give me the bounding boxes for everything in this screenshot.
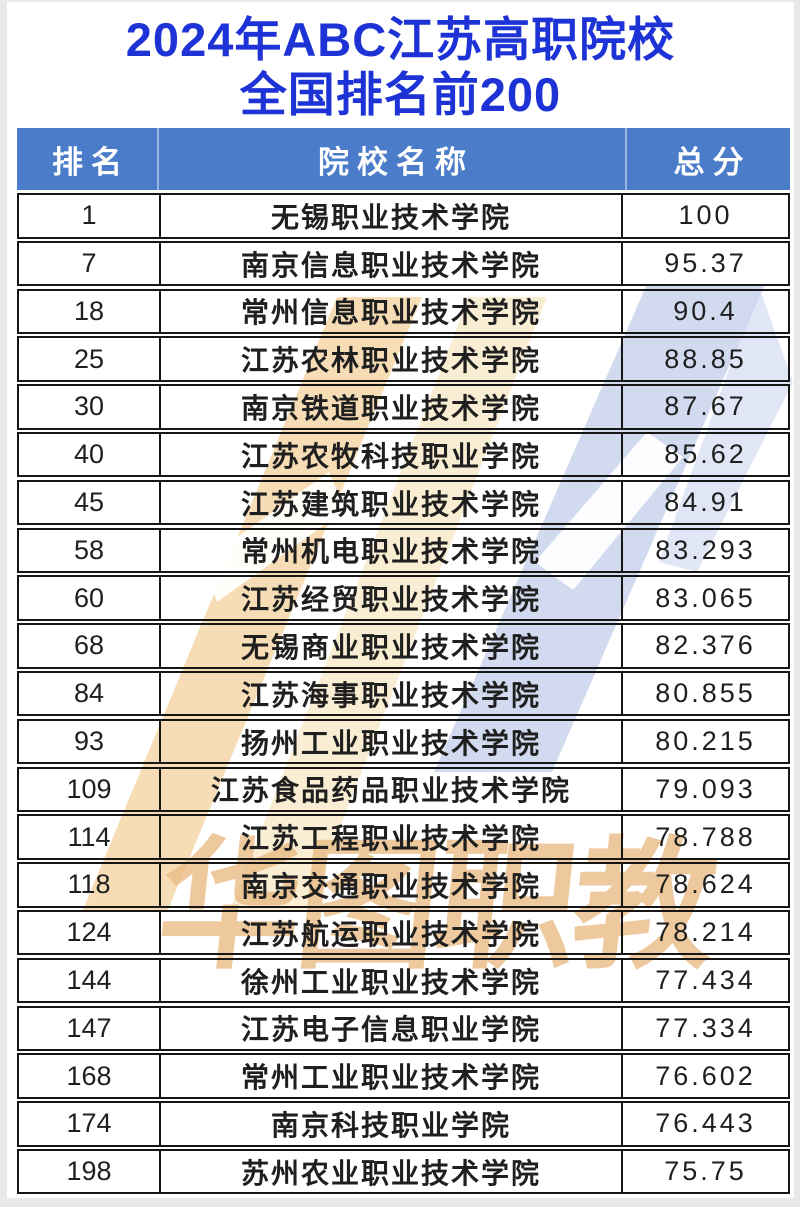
name-cell: 南京科技职业学院 <box>159 1103 623 1145</box>
table-row: 60 江苏经贸职业技术学院 83.065 <box>17 575 790 621</box>
name-cell: 江苏电子信息职业学院 <box>159 1007 623 1050</box>
rank-cell: 30 <box>73 391 105 422</box>
rank-cell: 45 <box>73 487 105 518</box>
name-cell: 扬州工业职业技术学院 <box>159 720 623 763</box>
table-header-row: 排名 院校名称 总分 <box>17 128 790 190</box>
table-row: 1 无锡职业技术学院 100 <box>17 193 790 239</box>
name-cell: 南京信息职业技术学院 <box>159 242 623 285</box>
name-cell: 常州工业职业技术学院 <box>159 1055 623 1097</box>
rank-cell: 7 <box>81 248 97 279</box>
rank-cell: 114 <box>67 821 111 852</box>
header-cell-rank: 排名 <box>52 144 130 180</box>
rank-cell: 144 <box>66 965 112 995</box>
rank-cell: 60 <box>73 582 105 613</box>
table-row: 40 江苏农牧科技职业学院 85.62 <box>17 431 790 478</box>
score-cell: 76.443 <box>655 1108 756 1139</box>
table-row: 198 苏州农业职业技术学院 75.75 <box>17 1148 790 1195</box>
score-cell: 82.376 <box>655 630 756 661</box>
score-cell: 95.37 <box>664 248 747 279</box>
name-cell: 江苏经贸职业技术学院 <box>159 577 623 619</box>
table-row: 84 江苏海事职业技术学院 80.855 <box>17 670 790 717</box>
name-cell: 无锡商业职业技术学院 <box>159 625 623 667</box>
page-title-line2: 全国排名前200 <box>239 68 562 122</box>
rank-cell: 93 <box>73 726 105 757</box>
score-cell: 100 <box>678 200 733 231</box>
rank-cell: 18 <box>73 295 105 326</box>
score-cell: 84.91 <box>664 487 747 518</box>
score-cell: 79.093 <box>655 773 756 804</box>
name-cell: 无锡职业技术学院 <box>159 195 623 237</box>
name-cell: 江苏食品药品职业技术学院 <box>159 768 623 811</box>
rank-cell: 40 <box>73 439 105 470</box>
table-row: 168 常州工业职业技术学院 76.602 <box>17 1053 790 1099</box>
name-cell: 江苏海事职业技术学院 <box>159 672 623 715</box>
name-cell: 江苏工程职业技术学院 <box>159 816 623 858</box>
rank-cell: 84 <box>73 678 105 709</box>
name-cell: 常州机电职业技术学院 <box>159 529 623 572</box>
table-row: 7 南京信息职业技术学院 95.37 <box>17 240 790 287</box>
table-row: 109 江苏食品药品职业技术学院 79.093 <box>17 766 790 813</box>
name-cell: 江苏建筑职业技术学院 <box>159 481 623 524</box>
score-cell: 76.602 <box>655 1060 756 1091</box>
header-cell-name: 院校名称 <box>157 128 625 190</box>
table-row: 118 南京交通职业技术学院 78.624 <box>17 862 790 908</box>
table-row: 18 常州信息职业技术学院 90.4 <box>17 288 790 335</box>
score-cell: 77.434 <box>655 965 756 995</box>
rank-cell: 124 <box>66 917 112 948</box>
table-row: 45 江苏建筑职业技术学院 84.91 <box>17 479 790 526</box>
name-cell: 南京铁道职业技术学院 <box>159 386 623 428</box>
page: 2024年ABC江苏高职院校 全国排名前200 华图职教 排名 院校名称 总分 … <box>7 2 794 1198</box>
score-cell: 77.334 <box>655 1012 756 1043</box>
score-cell: 88.85 <box>664 343 747 374</box>
name-cell: 常州信息职业技术学院 <box>159 290 623 333</box>
table-row: 58 常州机电职业技术学院 83.293 <box>17 527 790 574</box>
table-row: 68 无锡商业职业技术学院 82.376 <box>17 623 790 669</box>
rank-cell: 147 <box>66 1012 112 1043</box>
table-body: 1 无锡职业技术学院 100 7 南京信息职业技术学院 95.37 18 常州信… <box>17 193 790 1195</box>
table-row: 30 南京铁道职业技术学院 87.67 <box>17 384 790 430</box>
rank-cell: 174 <box>66 1108 112 1139</box>
rank-cell: 25 <box>73 343 105 374</box>
score-cell: 83.293 <box>655 534 756 565</box>
score-cell: 87.67 <box>664 391 747 422</box>
score-cell: 80.215 <box>655 726 756 757</box>
table-row: 25 江苏农林职业技术学院 88.85 <box>17 336 790 382</box>
score-cell: 78.788 <box>655 821 756 852</box>
name-cell: 江苏农林职业技术学院 <box>159 338 623 380</box>
name-cell: 江苏农牧科技职业学院 <box>159 433 623 476</box>
rank-cell: 1 <box>81 200 97 231</box>
rank-cell: 198 <box>66 1156 112 1187</box>
table-row: 124 江苏航运职业技术学院 78.214 <box>17 909 790 956</box>
name-cell: 江苏航运职业技术学院 <box>159 911 623 954</box>
rank-cell: 109 <box>66 773 112 804</box>
score-cell: 78.214 <box>655 917 756 948</box>
page-title: 2024年ABC江苏高职院校 全国排名前200 <box>7 12 794 123</box>
header-cell-score: 总分 <box>625 128 790 190</box>
name-cell: 苏州农业职业技术学院 <box>159 1150 623 1193</box>
table-row: 114 江苏工程职业技术学院 78.788 <box>17 814 790 860</box>
table-row: 93 扬州工业职业技术学院 80.215 <box>17 718 790 765</box>
rank-cell: 58 <box>73 534 105 565</box>
rank-cell: 118 <box>67 869 111 900</box>
table-row: 144 徐州工业职业技术学院 77.434 <box>17 957 790 1004</box>
score-cell: 80.855 <box>655 678 756 709</box>
score-cell: 78.624 <box>655 869 756 900</box>
table-row: 174 南京科技职业学院 76.443 <box>17 1101 790 1147</box>
name-cell: 徐州工业职业技术学院 <box>159 959 623 1002</box>
ranking-table: 排名 院校名称 总分 1 无锡职业技术学院 100 7 南京信息职业技术学院 9… <box>17 128 790 1195</box>
score-cell: 83.065 <box>655 582 756 613</box>
rank-cell: 168 <box>66 1060 112 1091</box>
score-cell: 85.62 <box>664 439 747 470</box>
page-title-line1: 2024年ABC江苏高职院校 <box>125 13 676 66</box>
score-cell: 75.75 <box>664 1156 747 1187</box>
rank-cell: 68 <box>73 630 105 661</box>
score-cell: 90.4 <box>673 295 738 326</box>
table-row: 147 江苏电子信息职业学院 77.334 <box>17 1005 790 1052</box>
name-cell: 南京交通职业技术学院 <box>159 864 623 906</box>
